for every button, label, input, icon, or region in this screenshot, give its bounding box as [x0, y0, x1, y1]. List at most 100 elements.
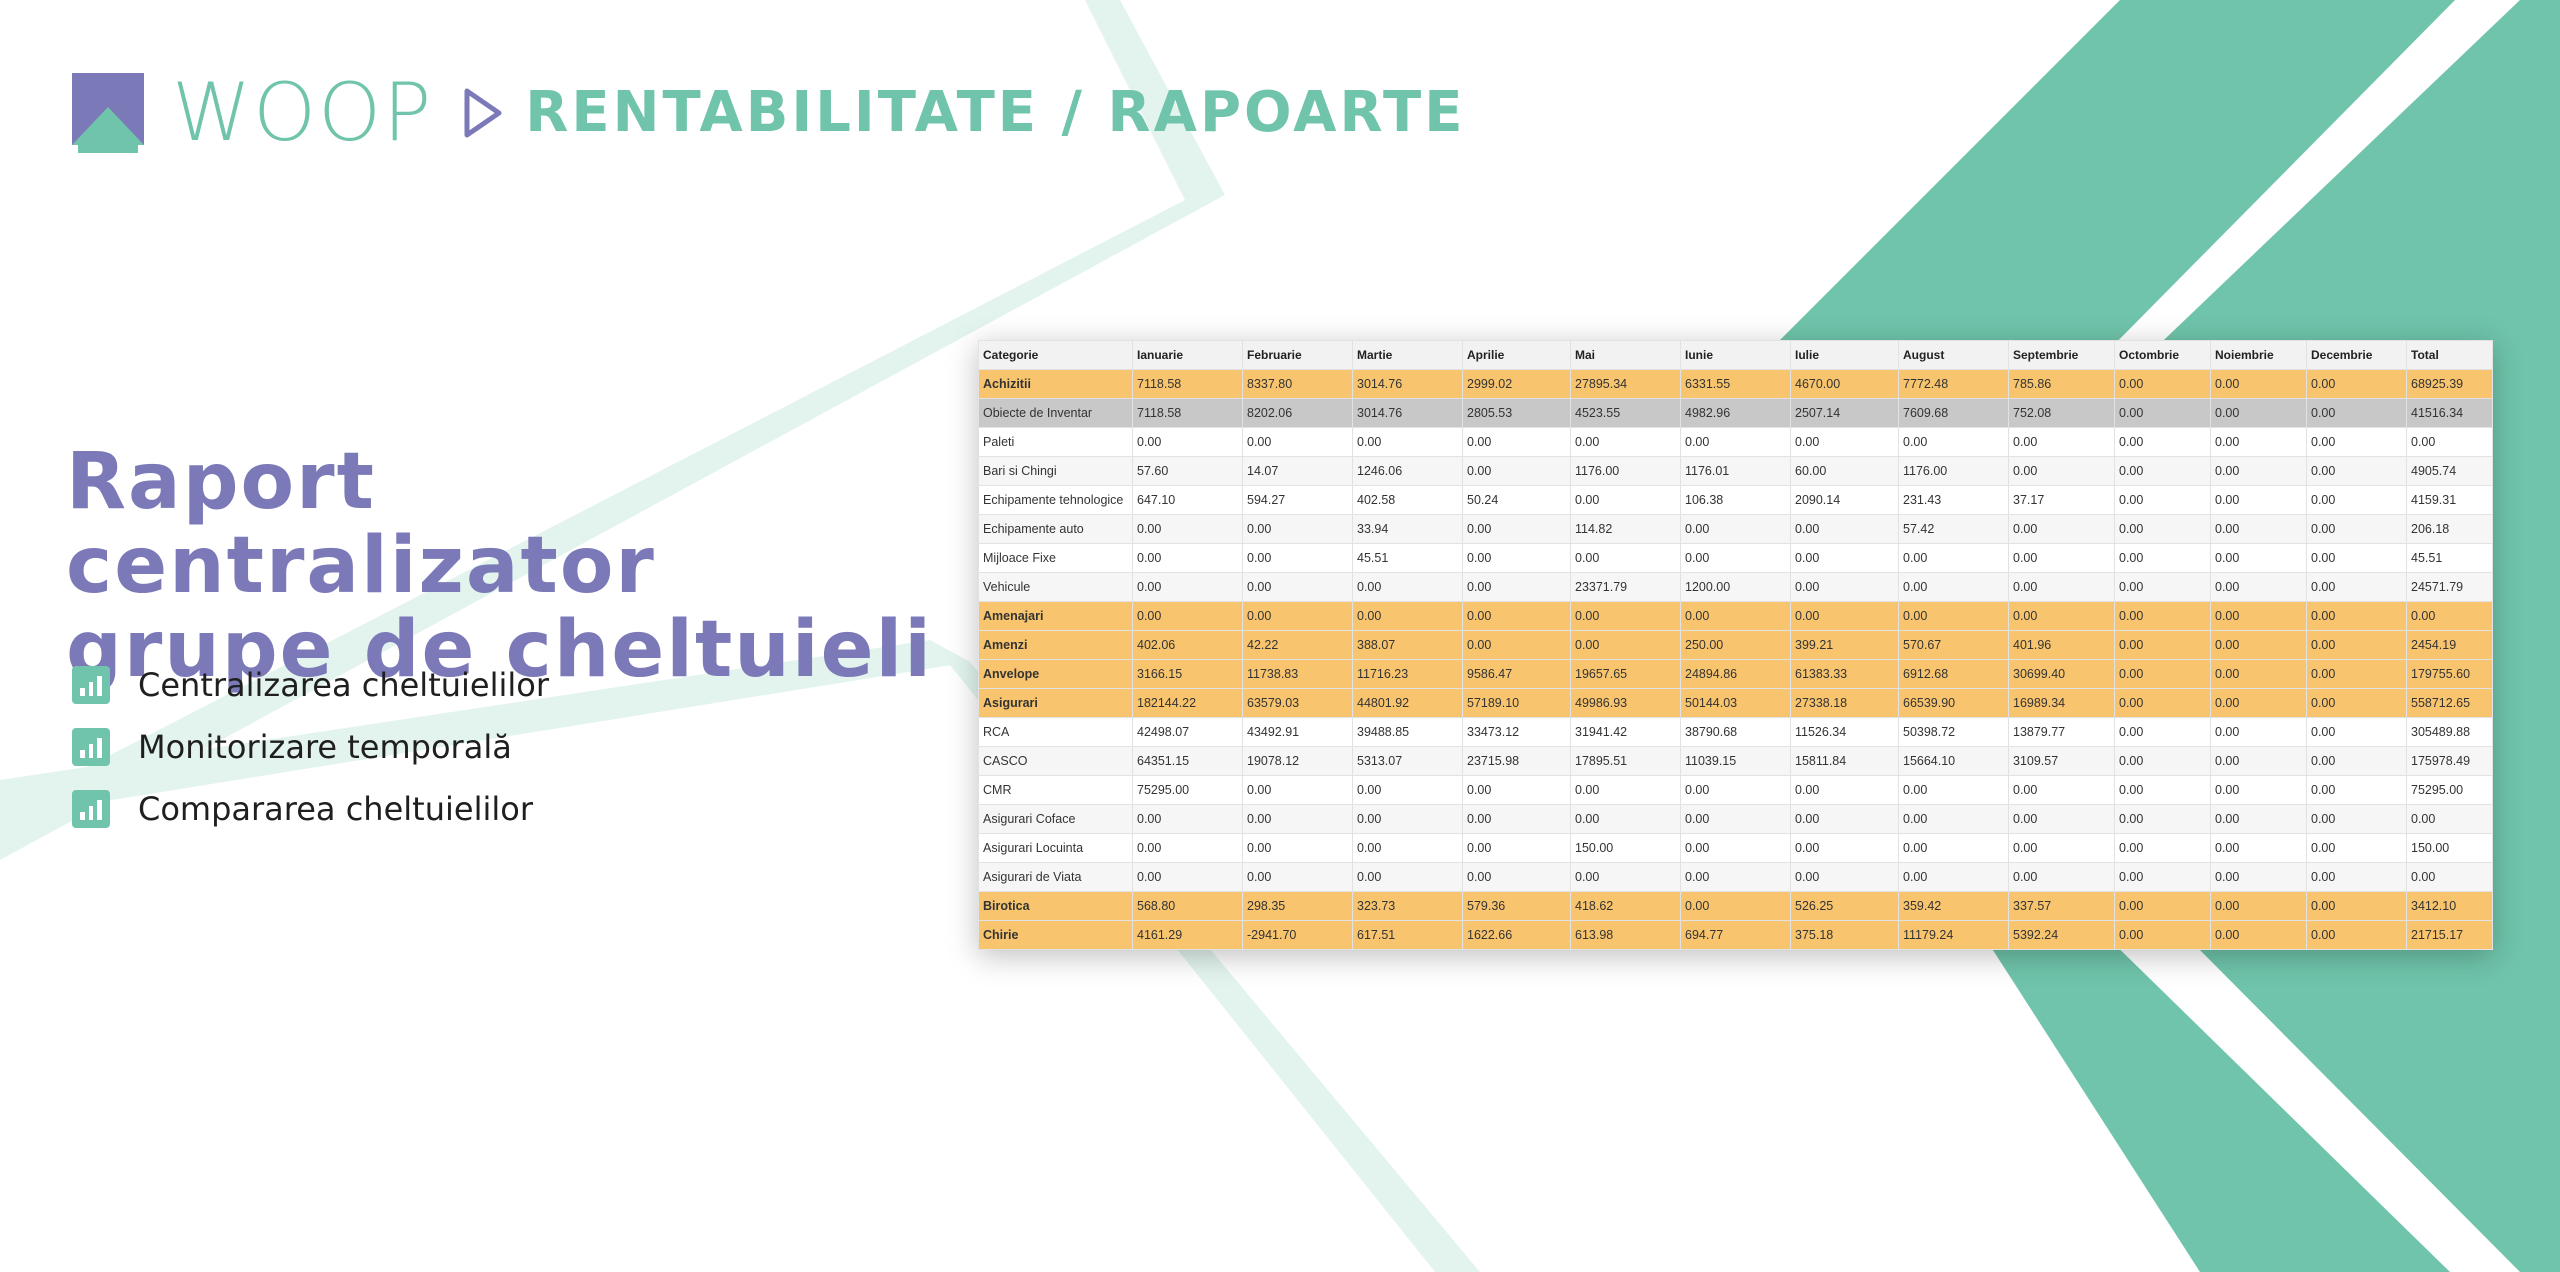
table-row[interactable]: Asigurari Locuinta 0.00 0.00 0.00 0.00 150.00…: [978, 833, 2493, 863]
table-cell: 0.00: [2114, 572, 2211, 602]
table-cell: 4159.31: [2406, 485, 2493, 515]
table-cell: 0.00: [1680, 775, 1791, 805]
category-row[interactable]: Amenajari 0.00 0.00 0.00 0.00 0.00 0.00 0.00 0.0…: [978, 601, 2493, 631]
category-row[interactable]: Chirie 4161.29 -2941.70 617.51 1622.66 613.98…: [978, 920, 2493, 950]
category-row[interactable]: Achizitii 7118.58 8337.80 3014.76 2999.02 278…: [978, 369, 2493, 399]
table-cell: 0.00: [1680, 427, 1791, 457]
table-cell: 0.00: [1680, 543, 1791, 573]
table-cell: 44801.92: [1352, 688, 1463, 718]
table-cell: 579.36: [1462, 891, 1571, 921]
table-cell: 0.00: [1570, 427, 1681, 457]
table-row[interactable]: Vehicule 0.00 0.00 0.00 0.00 23371.79 1200.00 0…: [978, 572, 2493, 602]
table-cell: 4905.74: [2406, 456, 2493, 486]
column-header[interactable]: Mai: [1570, 340, 1681, 370]
table-cell: 0.00: [1242, 775, 1353, 805]
table-cell: 3014.76: [1352, 369, 1463, 399]
table-cell: 375.18: [1790, 920, 1899, 950]
brand-name[interactable]: WOOP: [172, 66, 434, 159]
table-cell: 0.00: [2306, 920, 2407, 950]
table-cell: 3166.15: [1132, 659, 1243, 689]
table-row[interactable]: RCA 42498.07 43492.91 39488.85 33473.12 31941…: [978, 717, 2493, 747]
table-cell: 1176.01: [1680, 456, 1791, 486]
column-header[interactable]: Noiembrie: [2210, 340, 2307, 370]
column-header[interactable]: Februarie: [1242, 340, 1353, 370]
table-cell: 0.00: [2306, 688, 2407, 718]
column-header[interactable]: Decembrie: [2306, 340, 2407, 370]
table-cell: 0.00: [2210, 456, 2307, 486]
table-cell: 8202.06: [1242, 398, 1353, 428]
table-row[interactable]: Mijloace Fixe 0.00 0.00 45.51 0.00 0.00 0.00 0.…: [978, 543, 2493, 573]
feature-label: Centralizarea cheltuielilor: [138, 666, 549, 704]
table-cell: 0.00: [2306, 601, 2407, 631]
table-cell: 64351.15: [1132, 746, 1243, 776]
table-cell: 0.00: [1790, 543, 1899, 573]
table-cell: 19657.65: [1570, 659, 1681, 689]
table-cell: 0.00: [2114, 833, 2211, 863]
column-header[interactable]: Ianuarie: [1132, 340, 1243, 370]
table-cell: 0.00: [1898, 543, 2009, 573]
row-label: Achizitii: [978, 369, 1133, 399]
table-cell: 21715.17: [2406, 920, 2493, 950]
column-header[interactable]: Martie: [1352, 340, 1463, 370]
category-row[interactable]: Amenzi 402.06 42.22 388.07 0.00 0.00 250.00 399…: [978, 630, 2493, 660]
table-cell: 337.57: [2008, 891, 2115, 921]
category-row[interactable]: Asigurari 182144.22 63579.03 44801.92 57189.…: [978, 688, 2493, 718]
category-row[interactable]: Anvelope 3166.15 11738.83 11716.23 9586.47 19…: [978, 659, 2493, 689]
table-cell: 0.00: [2114, 601, 2211, 631]
header: WOOP RENTABILITATE / RAPOARTE: [72, 72, 1466, 154]
table-cell: 594.27: [1242, 485, 1353, 515]
column-header[interactable]: Iunie: [1680, 340, 1791, 370]
table-cell: 0.00: [2210, 688, 2307, 718]
table-cell: 617.51: [1352, 920, 1463, 950]
table-cell: 7118.58: [1132, 398, 1243, 428]
row-label: Asigurari Coface: [978, 804, 1133, 834]
table-row[interactable]: Bari si Chingi 57.60 14.07 1246.06 0.00 1176.…: [978, 456, 2493, 486]
column-header[interactable]: August: [1898, 340, 2009, 370]
row-label: Vehicule: [978, 572, 1133, 602]
table-cell: 0.00: [2306, 833, 2407, 863]
table-cell: 0.00: [1352, 601, 1463, 631]
table-cell: 182144.22: [1132, 688, 1243, 718]
table-row[interactable]: Echipamente auto 0.00 0.00 33.94 0.00 114.82 0…: [978, 514, 2493, 544]
column-header[interactable]: Octombrie: [2114, 340, 2211, 370]
table-cell: 0.00: [1242, 427, 1353, 457]
category-row[interactable]: Birotica 568.80 298.35 323.73 579.36 418.62 0.…: [978, 891, 2493, 921]
bar-chart-icon: [72, 790, 110, 828]
table-cell: 0.00: [1462, 427, 1571, 457]
table-row[interactable]: Asigurari de Viata 0.00 0.00 0.00 0.00 0.00 0.…: [978, 862, 2493, 892]
table-cell: 0.00: [2210, 398, 2307, 428]
column-header[interactable]: Septembrie: [2008, 340, 2115, 370]
table-cell: 399.21: [1790, 630, 1899, 660]
column-header[interactable]: Total: [2406, 340, 2493, 370]
table-cell: 30699.40: [2008, 659, 2115, 689]
bar-chart-icon: [72, 666, 110, 704]
table-cell: 1622.66: [1462, 920, 1571, 950]
table-cell: -2941.70: [1242, 920, 1353, 950]
table-cell: 50.24: [1462, 485, 1571, 515]
table-row[interactable]: Echipamente tehnologice 647.10 594.27 402.5…: [978, 485, 2493, 515]
bar-chart-icon: [72, 728, 110, 766]
page-title: Raport centralizator grupe de cheltuieli: [66, 440, 966, 692]
table-cell: 0.00: [1242, 804, 1353, 834]
table-cell: 0.00: [1132, 833, 1243, 863]
table-cell: 0.00: [2306, 572, 2407, 602]
row-label: Asigurari Locuinta: [978, 833, 1133, 863]
table-cell: 0.00: [2114, 862, 2211, 892]
column-header[interactable]: Aprilie: [1462, 340, 1571, 370]
table-row[interactable]: Asigurari Coface 0.00 0.00 0.00 0.00 0.00 0.00…: [978, 804, 2493, 834]
table-row[interactable]: CASCO 64351.15 19078.12 5313.07 23715.98 1789…: [978, 746, 2493, 776]
table-cell: 2805.53: [1462, 398, 1571, 428]
table-cell: 0.00: [2114, 514, 2211, 544]
table-cell: 0.00: [1462, 630, 1571, 660]
table-cell: 4523.55: [1570, 398, 1681, 428]
column-header[interactable]: Iulie: [1790, 340, 1899, 370]
table-cell: 0.00: [1898, 775, 2009, 805]
table-row[interactable]: Paleti 0.00 0.00 0.00 0.00 0.00 0.00 0.00 0.00 0.…: [978, 427, 2493, 457]
table-cell: 0.00: [2114, 427, 2211, 457]
table-row[interactable]: Obiecte de Inventar 7118.58 8202.06 3014.76…: [978, 398, 2493, 428]
table-cell: 0.00: [2306, 717, 2407, 747]
table-cell: 0.00: [2114, 804, 2211, 834]
table-row[interactable]: CMR 75295.00 0.00 0.00 0.00 0.00 0.00 0.00 0.00 0…: [978, 775, 2493, 805]
column-header[interactable]: Categorie: [978, 340, 1133, 370]
table-cell: 0.00: [1462, 833, 1571, 863]
